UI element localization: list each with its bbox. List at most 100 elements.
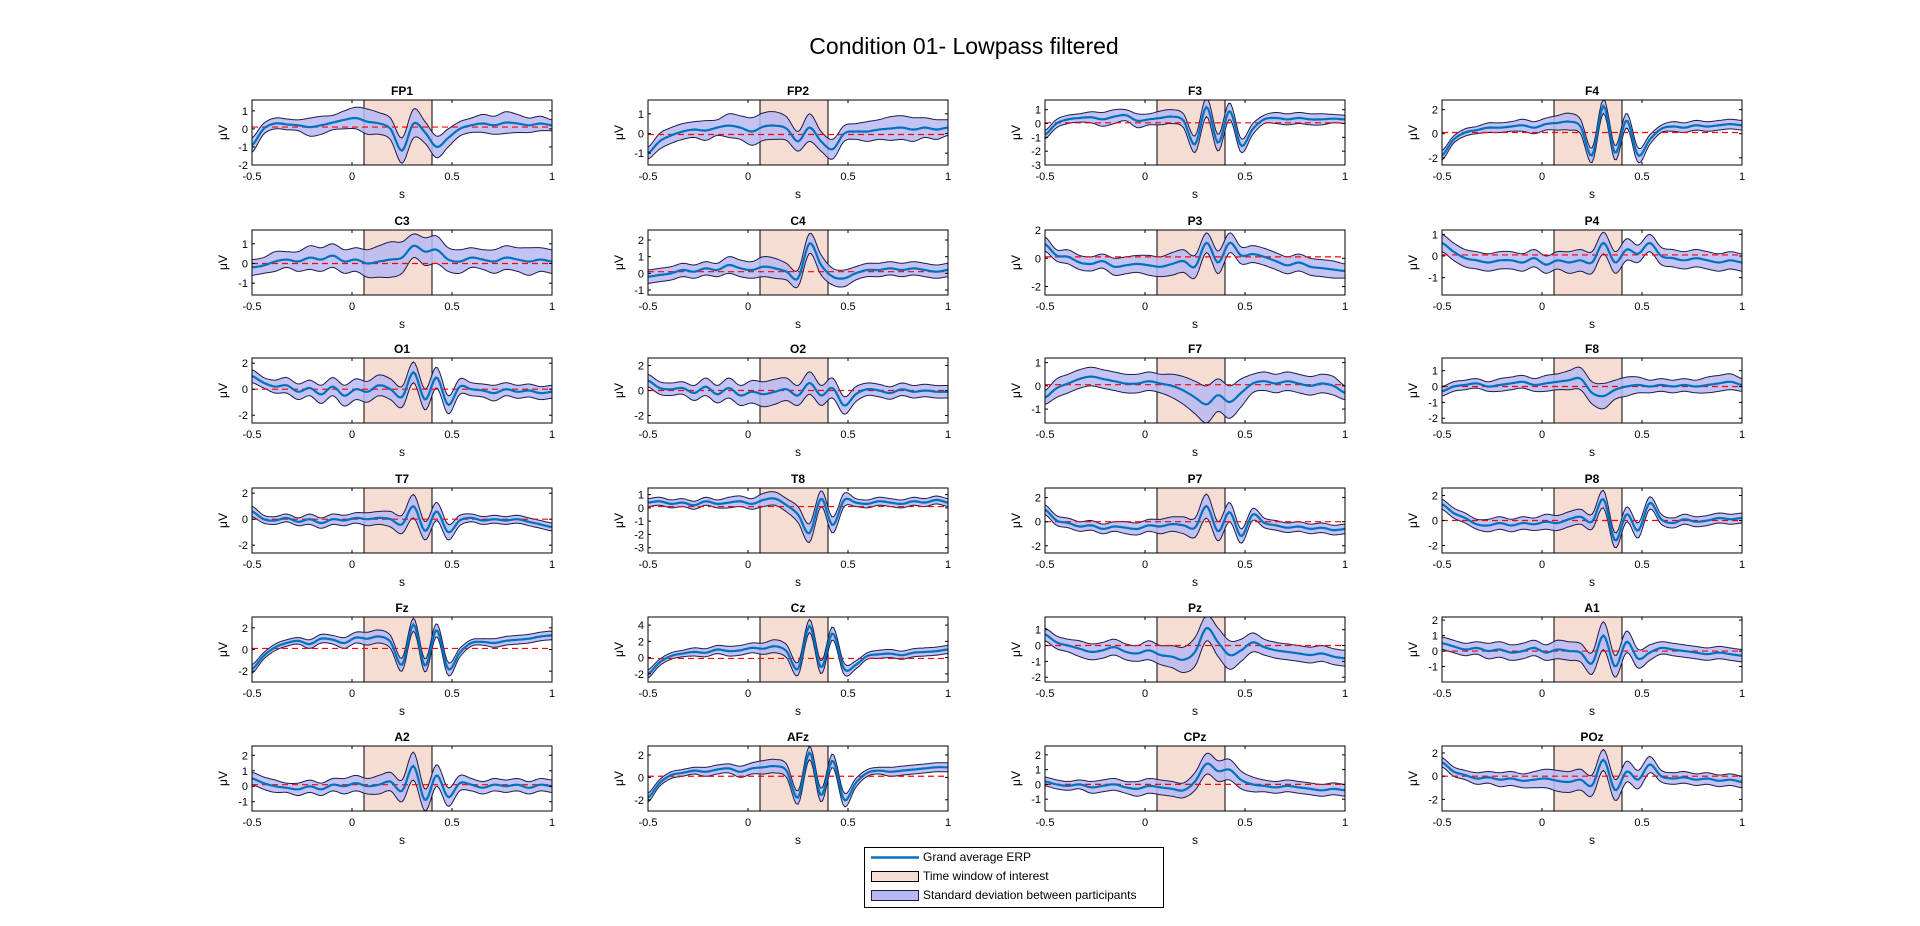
plot-area [1045, 493, 1345, 544]
y-tick-label: -1 [1031, 404, 1041, 416]
std-lower-edge [648, 386, 948, 415]
x-axis-label: s [399, 187, 405, 201]
y-tick-label: -2 [1428, 153, 1438, 165]
y-tick-label: -2 [1031, 146, 1041, 158]
axes-box [1441, 357, 1743, 424]
x-tick-label: 0.5 [444, 817, 459, 829]
figure-title: Condition 01- Lowpass filtered [809, 33, 1118, 59]
x-tick-label: 0.5 [1237, 688, 1252, 700]
channel-title: A2 [394, 730, 410, 744]
channel-panel-c3: -0.5 0 0.5 1 -1 0 1 C3 s μV [216, 214, 555, 331]
mean-erp-line [648, 242, 948, 281]
std-upper-edge [1442, 748, 1742, 781]
plot-area [648, 618, 948, 679]
channel-panel-p4: -0.5 0 0.5 1 -1 0 1 P4 s μV [1406, 214, 1745, 331]
y-tick-label: -1 [1031, 656, 1041, 668]
channel-title: O2 [790, 342, 806, 356]
y-tick-label: 0 [638, 772, 644, 784]
channel-title: T7 [395, 472, 409, 486]
x-tick-label: 1 [549, 688, 555, 700]
x-tick-label: 0 [745, 429, 751, 441]
y-tick-label: 2 [242, 750, 248, 762]
plot-area [252, 493, 552, 541]
y-tick-label: -2 [238, 410, 248, 422]
axes-box [647, 99, 949, 166]
x-tick-label: 0 [1539, 301, 1545, 313]
std-upper-edge [252, 361, 552, 397]
y-tick-label: -2 [634, 529, 644, 541]
channel-panel-cz: -0.5 0 0.5 1 -2 0 2 4 Cz s μV [612, 601, 951, 718]
y-tick-label: 0 [242, 258, 248, 270]
x-tick-label: 1 [945, 301, 951, 313]
y-tick-label: -2 [1428, 541, 1438, 553]
mean-erp-line [252, 116, 552, 152]
y-tick-label: 2 [242, 623, 248, 635]
x-tick-label: -0.5 [1433, 817, 1452, 829]
y-tick-label: -2 [238, 540, 248, 552]
y-tick-label: -3 [1031, 160, 1041, 172]
mean-erp-line [1045, 375, 1345, 406]
plot-area [1442, 620, 1742, 678]
y-tick-label: -2 [1031, 672, 1041, 684]
std-band [648, 111, 948, 160]
x-tick-label: 0.5 [840, 559, 855, 571]
y-tick-label: 2 [1035, 225, 1041, 237]
y-tick-label: 0 [1035, 779, 1041, 791]
y-tick-label: 0 [242, 124, 248, 136]
x-tick-label: 0 [1539, 559, 1545, 571]
mean-erp-line [1442, 758, 1742, 792]
y-tick-label: 2 [638, 636, 644, 648]
std-band [648, 746, 948, 807]
plot-area [1442, 366, 1742, 410]
x-tick-label: -0.5 [1036, 817, 1055, 829]
x-tick-label: 0 [349, 817, 355, 829]
y-tick-label: -2 [238, 160, 248, 172]
y-axis-label: μV [216, 771, 230, 786]
std-lower-edge [648, 252, 948, 289]
x-axis-label: s [795, 445, 801, 459]
x-tick-label: 0.5 [1634, 429, 1649, 441]
std-band [252, 233, 552, 278]
mean-erp-line [1442, 241, 1742, 266]
y-tick-label: 1 [638, 109, 644, 121]
x-tick-label: 1 [1342, 559, 1348, 571]
channel-title: F3 [1188, 84, 1202, 98]
x-tick-label: 0 [349, 688, 355, 700]
std-upper-edge [252, 751, 552, 790]
channel-title: P8 [1585, 472, 1600, 486]
mean-erp-line [252, 764, 552, 801]
x-tick-label: 1 [1342, 171, 1348, 183]
y-axis-label: μV [1009, 383, 1023, 398]
y-tick-label: 0 [1432, 382, 1438, 394]
y-tick-label: 1 [638, 252, 644, 264]
channel-panel-p7: -0.5 0 0.5 1 -2 0 2 P7 s μV [1009, 472, 1348, 589]
y-axis-label: μV [1406, 383, 1420, 398]
legend-label-sd: Standard deviation between participants [923, 888, 1137, 902]
x-tick-label: 0 [349, 171, 355, 183]
std-band [252, 752, 552, 811]
y-tick-label: 0 [638, 268, 644, 280]
channel-panel-fz: -0.5 0 0.5 1 -2 0 2 Fz s μV [216, 601, 555, 718]
y-tick-label: 1 [1432, 366, 1438, 378]
y-tick-label: 0 [1432, 646, 1438, 658]
x-tick-label: 1 [1739, 171, 1745, 183]
std-upper-edge [1045, 232, 1345, 265]
x-tick-label: 1 [945, 429, 951, 441]
y-axis-label: μV [1009, 255, 1023, 270]
axes-box [1441, 616, 1743, 683]
x-axis-label: s [1192, 833, 1198, 847]
channel-title: AFz [787, 730, 809, 744]
x-tick-label: 0.5 [1237, 817, 1252, 829]
y-axis-label: μV [1009, 125, 1023, 140]
x-tick-label: 0 [1539, 817, 1545, 829]
std-lower-edge [1045, 115, 1345, 154]
x-axis-label: s [1589, 833, 1595, 847]
channel-panel-poz: -0.5 0 0.5 1 -2 0 2 POz s μV [1406, 730, 1745, 847]
x-axis-label: s [1589, 575, 1595, 589]
y-tick-label: -1 [238, 797, 248, 809]
y-tick-label: 2 [1432, 615, 1438, 627]
x-tick-label: 1 [945, 171, 951, 183]
y-tick-label: 0 [242, 384, 248, 396]
std-band [1442, 367, 1742, 409]
y-tick-label: 0 [242, 781, 248, 793]
